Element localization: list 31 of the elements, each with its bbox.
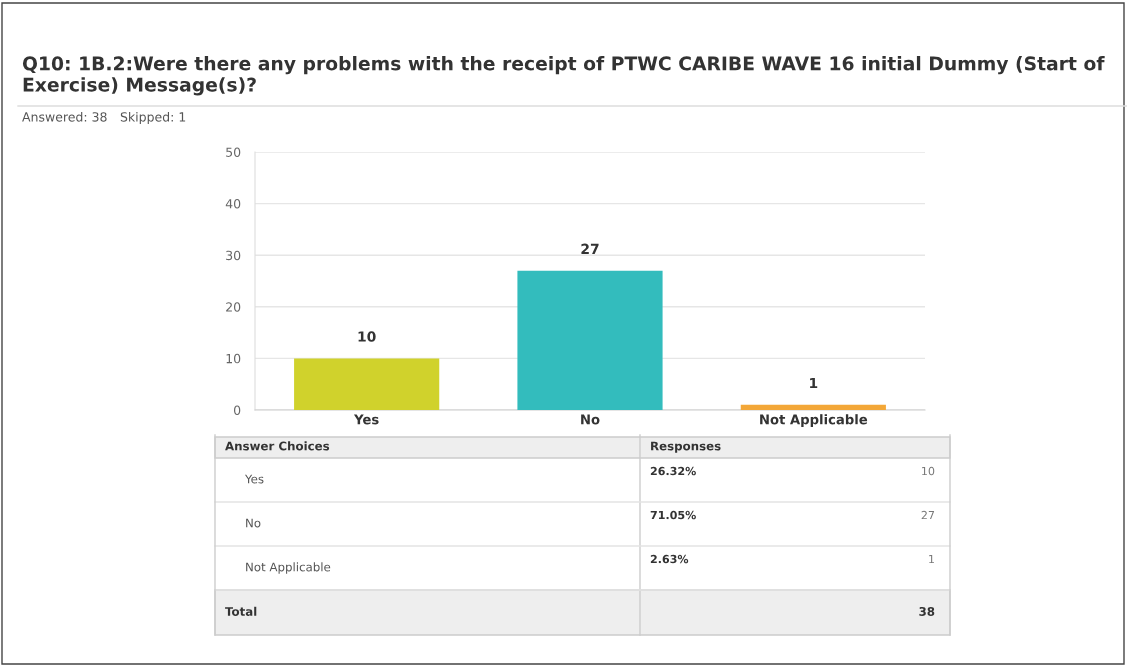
text: 26.32% bbox=[650, 466, 696, 476]
y-tick-label: 0 bbox=[233, 405, 241, 415]
x-tick-label: No bbox=[581, 414, 600, 425]
text: 71.05% bbox=[650, 510, 696, 520]
bar bbox=[517, 270, 663, 410]
y-tick-label: 50 bbox=[226, 147, 241, 157]
text: Answer Choices bbox=[225, 441, 330, 451]
text: Skipped: 1 bbox=[120, 111, 186, 125]
text: Answered: 38 bbox=[22, 111, 107, 122]
chart-title: Q10: 1B.2:Were there any problems with the receipt of PTWC CARIBE WAVE 16 initial Dummy (Start of Exercise) Message(s)? bbox=[22, 56, 1105, 96]
y-tick-label: 40 bbox=[225, 199, 241, 209]
x-tick-label: Not Applicable bbox=[760, 414, 868, 427]
text: 38 bbox=[919, 607, 935, 616]
text: Not Applicable bbox=[246, 562, 331, 574]
y-tick-label: 20 bbox=[226, 302, 241, 312]
data-label: 10 bbox=[358, 331, 376, 342]
bar bbox=[740, 404, 886, 410]
bar bbox=[294, 358, 440, 410]
text: 27 bbox=[921, 510, 935, 520]
data-label: 27 bbox=[581, 243, 599, 254]
text: 1 bbox=[929, 554, 934, 564]
text: Total bbox=[225, 606, 257, 616]
y-tick-label: 30 bbox=[226, 250, 241, 261]
text: 2.63% bbox=[650, 554, 689, 564]
x-tick-label: Yes bbox=[353, 414, 379, 425]
y-tick-label: 10 bbox=[226, 353, 241, 364]
text: Yes bbox=[244, 474, 264, 484]
text: 10 bbox=[922, 466, 935, 476]
data-label: 1 bbox=[810, 377, 818, 389]
text: No bbox=[246, 518, 261, 528]
text: Responses bbox=[651, 441, 721, 453]
